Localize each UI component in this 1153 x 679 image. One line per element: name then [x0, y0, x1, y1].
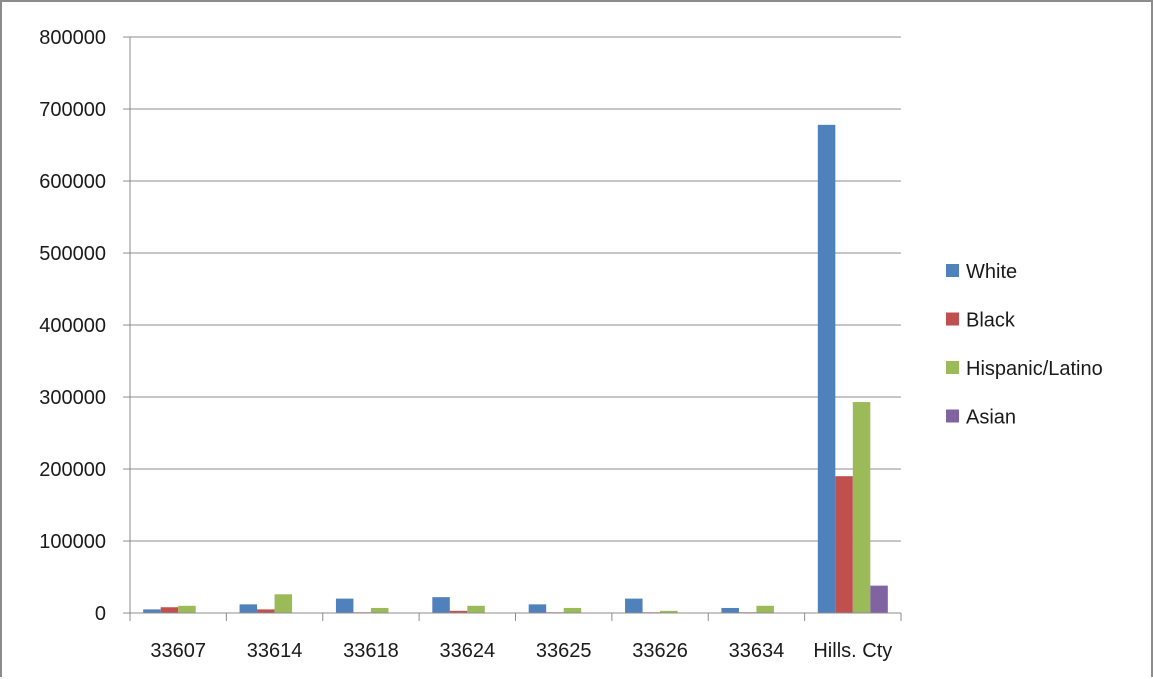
- x-tick-label: 33614: [247, 640, 303, 662]
- y-tick-label: 700000: [39, 99, 106, 121]
- bar-hispanic-latino-33626: [660, 610, 678, 613]
- bar-black-33614: [257, 609, 275, 613]
- bar-white-hills-cty: [817, 124, 836, 613]
- bar-white-33624: [432, 597, 450, 613]
- legend-swatch: [946, 361, 959, 374]
- x-tick-label: 33634: [729, 640, 785, 662]
- legend-swatch: [946, 312, 959, 326]
- x-tick-label: 33626: [632, 640, 688, 662]
- bar-asian-hills-cty: [870, 585, 888, 613]
- bar-black-33607: [160, 607, 179, 613]
- bar-white-33607: [143, 609, 161, 613]
- bar-white-33626: [625, 598, 643, 613]
- x-tick-label: Hills. Cty: [813, 640, 892, 662]
- bars: [143, 124, 888, 613]
- x-tick-label: 33607: [150, 640, 206, 662]
- y-tick-label: 500000: [39, 243, 106, 265]
- x-tick-label: 33618: [343, 640, 399, 662]
- bar-white-33634: [721, 607, 739, 613]
- bar-white-33614: [239, 604, 258, 613]
- y-tick-label: 400000: [39, 315, 106, 337]
- bar-hispanic-latino-33618: [370, 607, 389, 613]
- y-tick-label: 100000: [39, 531, 106, 553]
- y-tick-label: 300000: [39, 387, 106, 409]
- legend-label: Hispanic/Latino: [966, 358, 1103, 380]
- y-tick-label: 200000: [39, 459, 106, 481]
- legend-label: White: [966, 261, 1017, 283]
- bar-hispanic-latino-hills-cty: [852, 402, 871, 613]
- bar-hispanic-latino-33624: [467, 605, 485, 613]
- legend-label: Asian: [966, 407, 1016, 429]
- gridlines: [130, 36, 901, 542]
- legend: White Black Hispanic/Latino Asian: [946, 261, 1103, 429]
- y-axis-ticks: 0 100000 200000 300000 400000 500000 600000 700…: [39, 27, 130, 625]
- bar-white-33625: [528, 604, 547, 613]
- bar-hispanic-latino-33625: [563, 607, 582, 613]
- legend-label: Black: [966, 310, 1016, 332]
- bar-white-33618: [335, 598, 354, 613]
- bar-hispanic-latino-33614: [274, 594, 293, 613]
- x-axis-ticks: 33607 33614 33618 33624 33625 33626 33634 Hills…: [129, 613, 902, 662]
- bar-black-33624: [449, 610, 468, 613]
- y-tick-label: 0: [95, 603, 106, 625]
- bar-hispanic-latino-33607: [178, 605, 196, 613]
- legend-swatch: [946, 409, 959, 423]
- x-tick-label: 33625: [536, 640, 592, 662]
- bar-black-hills-cty: [835, 476, 853, 613]
- x-tick-label: 33624: [440, 640, 496, 662]
- y-tick-label: 800000: [39, 27, 106, 49]
- bar-hispanic-latino-33634: [756, 605, 774, 613]
- legend-swatch: [946, 264, 959, 277]
- y-tick-label: 600000: [39, 171, 106, 193]
